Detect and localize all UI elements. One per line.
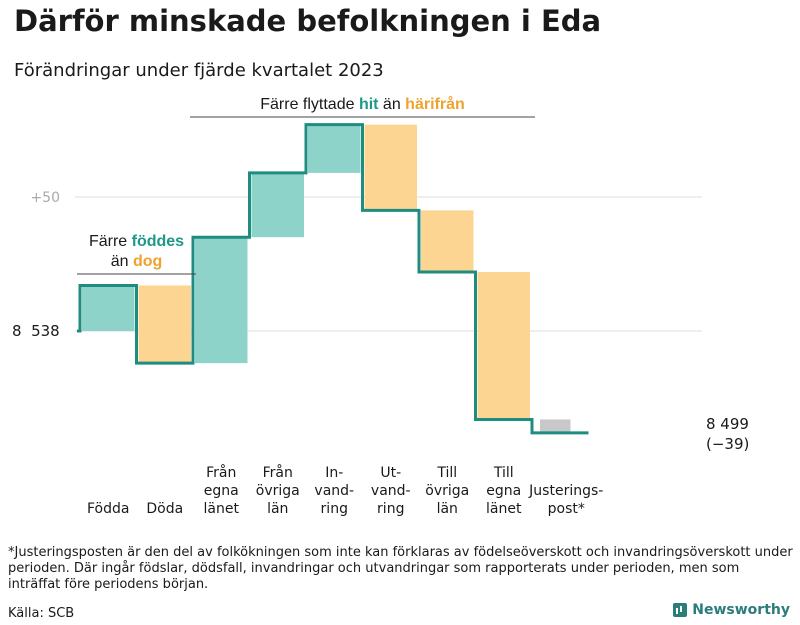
- category-label-line: Från: [206, 464, 236, 481]
- group-label-part: än: [378, 96, 405, 113]
- category-label-line: vand-: [314, 483, 354, 499]
- bar-8: [540, 419, 571, 433]
- category-label-line: Födda: [87, 501, 129, 517]
- category-label-line: län: [437, 501, 458, 517]
- category-label-line: Ut-: [380, 465, 401, 481]
- bar-1: [138, 285, 191, 364]
- waterfall-chart: +50 8 538 8 499 (−39) Födda Döda Från egna länet…: [12, 95, 749, 517]
- category-label-3: Från övriga län: [256, 464, 300, 517]
- end-value-label: 8 499: [706, 415, 749, 433]
- group-label-part: härifrån: [405, 95, 465, 113]
- category-label-line: post*: [548, 501, 585, 517]
- category-label-line: Till: [436, 465, 457, 481]
- group-label-0: än dog: [111, 253, 163, 270]
- chart-bars-icon: [673, 603, 688, 617]
- bar-5: [364, 124, 417, 211]
- category-label-4: In-vand-ring: [314, 465, 354, 517]
- category-label-line: Till: [493, 465, 514, 481]
- category-label-line: ring: [377, 501, 404, 517]
- group-label-0: Färre föddes: [89, 233, 184, 250]
- group-label-part: dog: [133, 253, 162, 270]
- category-label-line: länet: [204, 501, 240, 517]
- bar-0: [82, 285, 135, 331]
- start-value-label: 8 538: [12, 322, 60, 340]
- chart-title: Därför minskade befolkningen i Eda: [14, 4, 602, 38]
- category-label-line: Från: [263, 464, 293, 481]
- end-change-label: (−39): [706, 435, 749, 453]
- step-line: [77, 123, 589, 435]
- category-label-line: egna: [204, 483, 239, 499]
- category-label-1: Döda: [146, 501, 183, 517]
- bar-2: [195, 237, 248, 364]
- group-label-part: hit: [359, 96, 379, 113]
- category-label-8: Justerings-post*: [528, 483, 603, 517]
- category-label-2: Från egna länet: [204, 464, 240, 517]
- category-label-6: Till övriga län: [425, 465, 469, 517]
- category-label-7: Till egna länet: [486, 465, 522, 517]
- y-tick-label: +50: [30, 190, 60, 206]
- bar-3: [251, 172, 304, 238]
- category-label-line: övriga: [425, 483, 469, 499]
- chart-subtitle: Förändringar under fjärde kvartalet 2023: [14, 60, 384, 81]
- group-label-part: föddes: [132, 233, 185, 250]
- group-label-1: Färre flyttade hit än härifrån: [260, 95, 465, 113]
- category-label-line: Justerings-: [528, 483, 603, 499]
- category-label-5: Ut-vand-ring: [371, 465, 411, 517]
- bar-6: [421, 210, 474, 273]
- source-label: Källa: SCB: [8, 606, 75, 621]
- category-label-line: egna: [486, 483, 521, 499]
- category-label-0: Födda: [87, 501, 129, 517]
- category-label-line: Döda: [146, 501, 183, 517]
- group-label-part: än: [111, 253, 133, 270]
- category-label-line: länet: [486, 501, 522, 517]
- group-label-part: Färre: [89, 233, 132, 250]
- group-label-part: Färre flyttade: [260, 96, 359, 113]
- category-label-line: vand-: [371, 483, 411, 499]
- category-label-line: ring: [321, 501, 348, 517]
- bar-7: [477, 272, 530, 420]
- bar-4: [308, 124, 361, 173]
- brand-name: Newsworthy: [692, 602, 790, 618]
- footnote: *Justeringsposten är den del av folkökni…: [8, 545, 793, 592]
- brand-logo: Newsworthy: [673, 602, 790, 618]
- category-label-line: övriga: [256, 483, 300, 499]
- category-label-line: In-: [325, 465, 343, 481]
- category-label-line: län: [267, 501, 288, 517]
